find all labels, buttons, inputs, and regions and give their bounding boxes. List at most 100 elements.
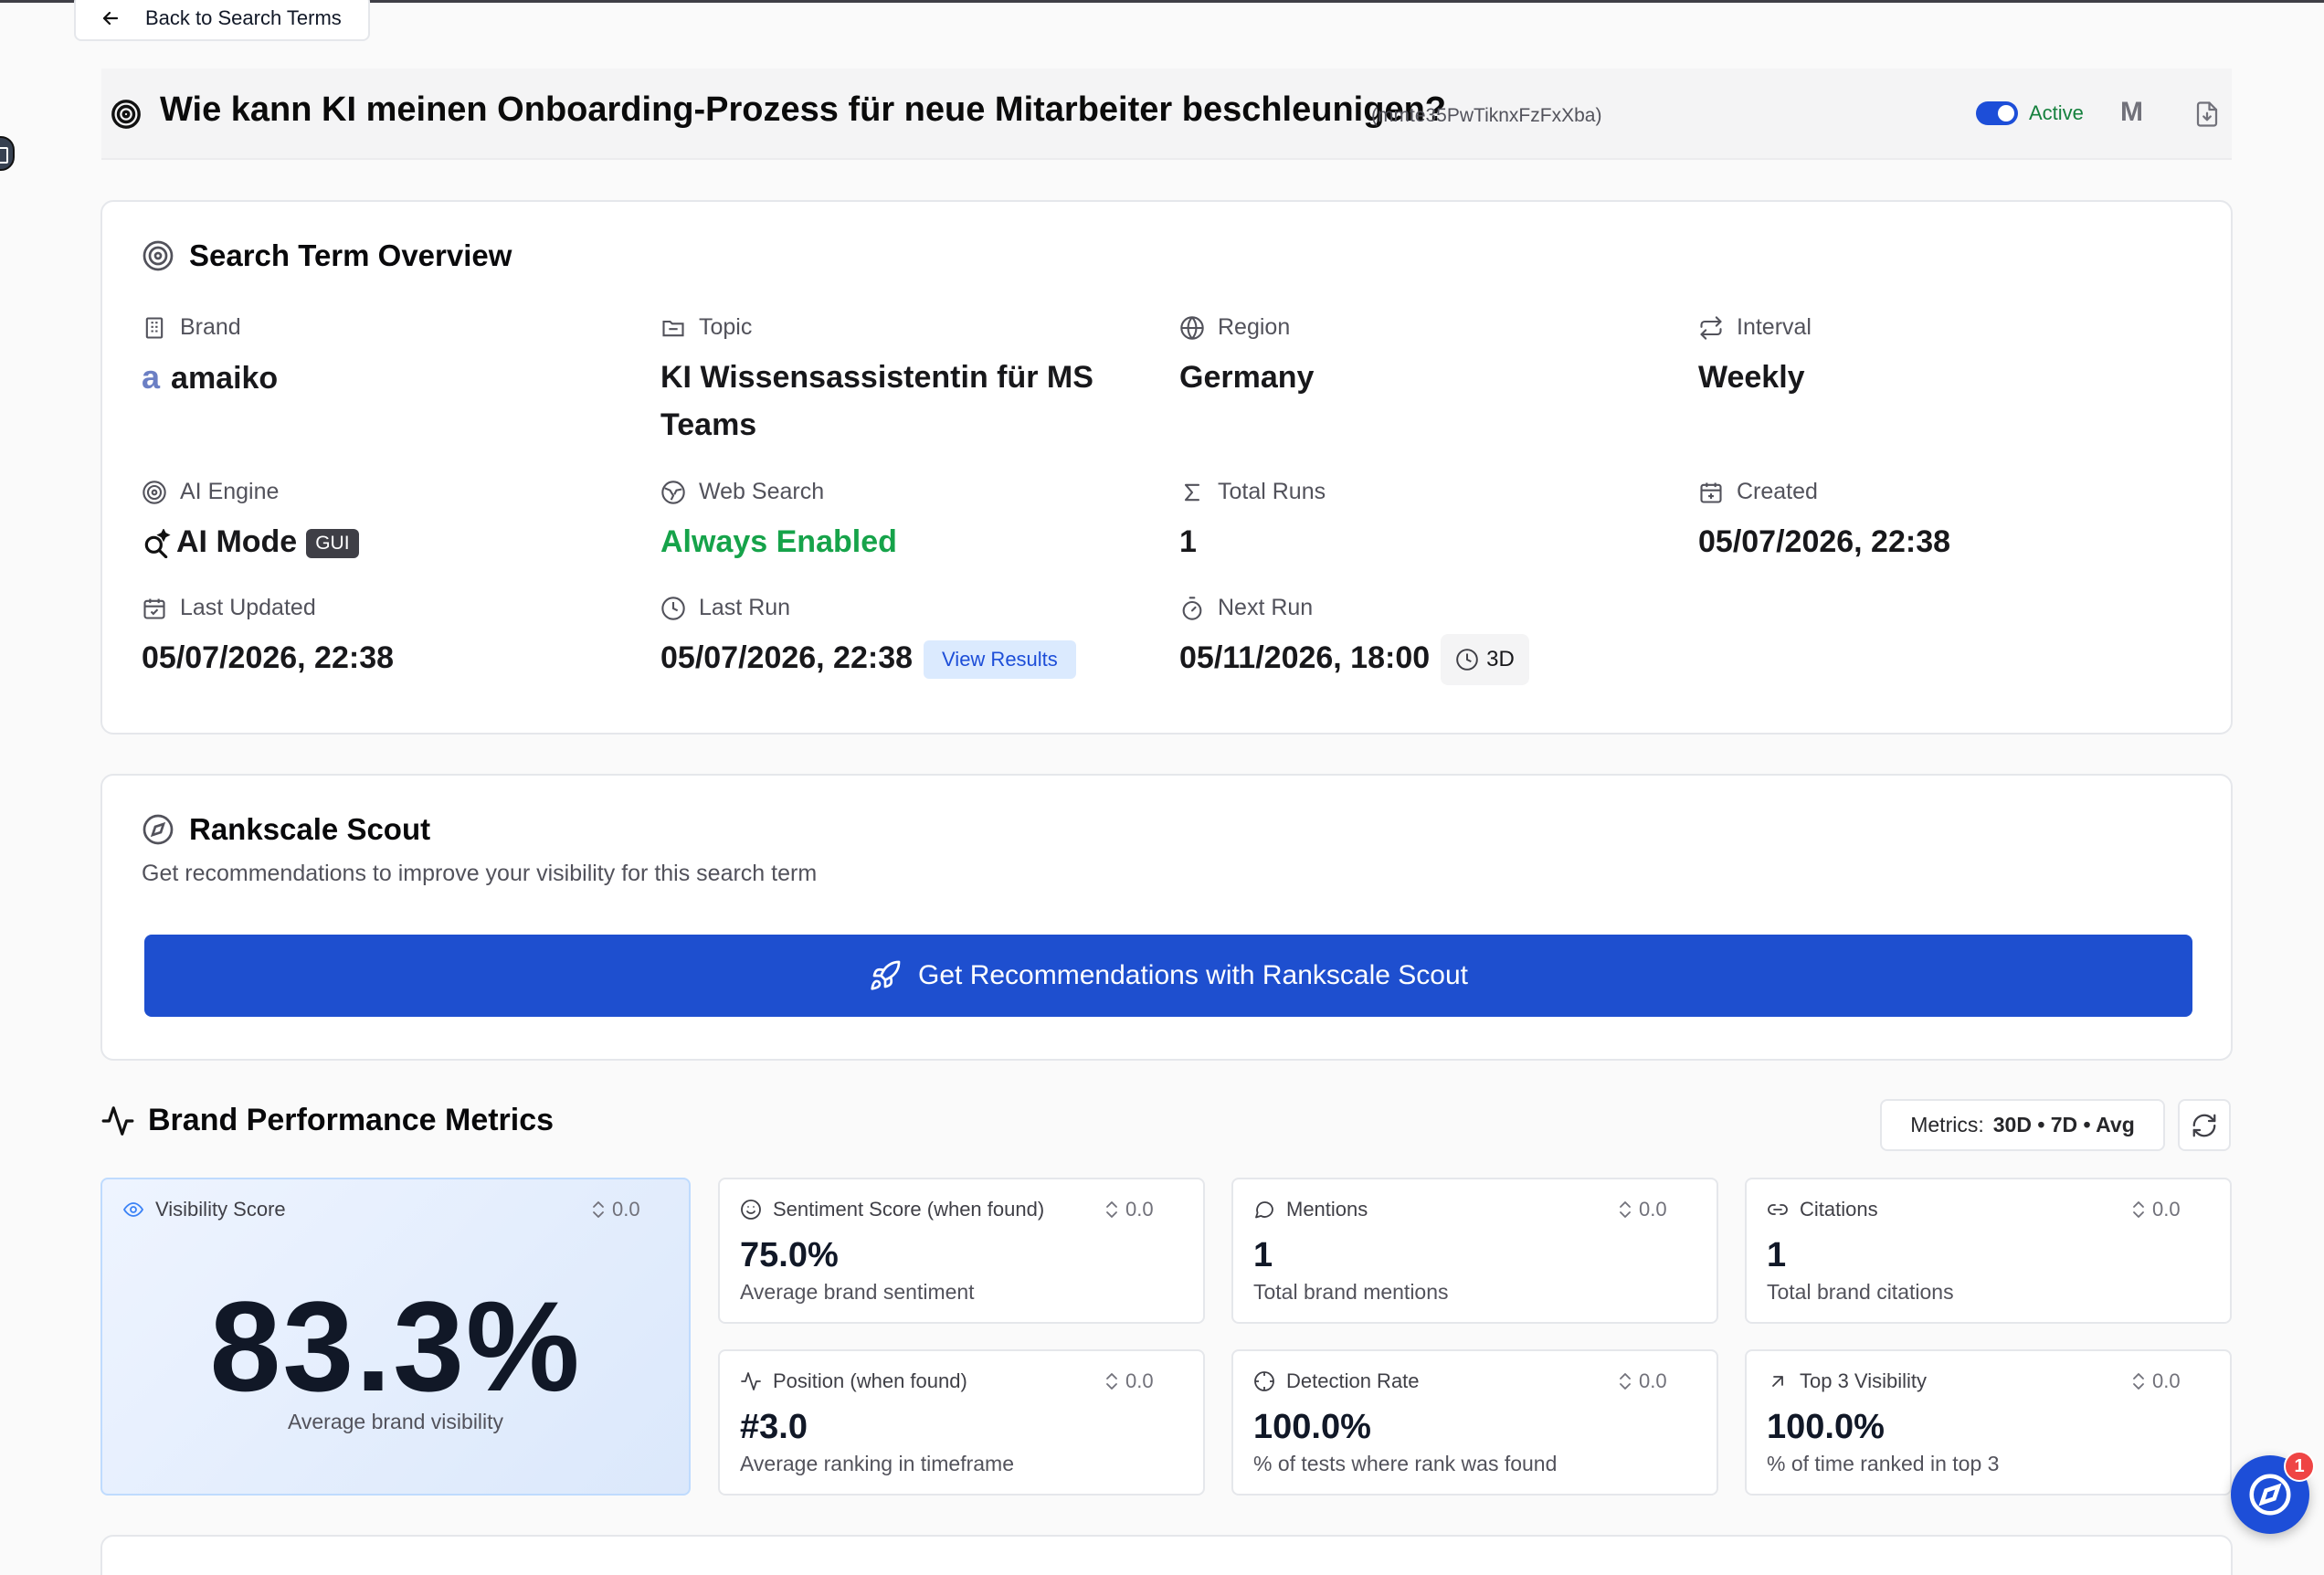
interval-label: Interval — [1737, 314, 1812, 340]
metrics-timeframe-value: 30D • 7D • Avg — [1992, 1113, 2135, 1136]
total-runs-label: Total Runs — [1218, 479, 1326, 504]
mentions-delta: 0.0 — [1639, 1198, 1667, 1221]
eye-icon — [122, 1202, 144, 1217]
web-search-value: Always Enabled — [660, 524, 897, 559]
scout-subtitle: Get recommendations to improve your visi… — [142, 861, 818, 886]
refresh-button[interactable] — [2178, 1099, 2231, 1151]
smile-icon — [741, 1200, 761, 1220]
chevrons-up-down-icon — [2133, 1201, 2144, 1218]
last-run-label: Last Run — [699, 595, 791, 620]
user-initial[interactable]: M — [2120, 97, 2143, 127]
refresh-icon — [2192, 1114, 2216, 1136]
last-run-value: 05/07/2026, 22:38 — [660, 640, 914, 675]
visibility-score-delta: 0.0 — [590, 1198, 640, 1221]
last-run-field: Last Run 05/07/2026, 22:38 View Results — [660, 595, 1076, 682]
get-recommendations-label: Get Recommendations with Rankscale Scout — [918, 960, 1468, 990]
get-recommendations-button[interactable]: Get Recommendations with Rankscale Scout — [144, 935, 2192, 1017]
created-label: Created — [1737, 479, 1818, 504]
back-label: Back to Search Terms — [145, 5, 342, 29]
clock-icon — [661, 596, 685, 620]
file-download-icon[interactable] — [2193, 100, 2221, 129]
view-results-button[interactable]: View Results — [924, 640, 1076, 680]
chevrons-up-down-icon — [1106, 1373, 1117, 1390]
top-3-visibility-card: Top 3 Visibility 0.0 100.0% % of time ra… — [1745, 1349, 2232, 1496]
last-updated-value: 05/07/2026, 22:38 — [142, 640, 395, 675]
top-3-visibility-subtitle: % of time ranked in top 3 — [1767, 1452, 2000, 1475]
active-status-label: Active — [2029, 101, 2084, 124]
link-icon — [1768, 1204, 1788, 1215]
chevrons-up-down-icon — [1620, 1373, 1631, 1390]
folder-icon — [662, 320, 684, 336]
metrics-timeframe-selector[interactable]: Metrics: 30D • 7D • Avg — [1880, 1099, 2165, 1151]
brand-performance-title-text: Brand Performance Metrics — [148, 1103, 555, 1137]
position-subtitle: Average ranking in timeframe — [740, 1452, 1014, 1475]
target-icon — [111, 100, 141, 129]
visibility-score-card: Visibility Score 0.0 83.3% Average brand… — [100, 1178, 691, 1496]
sidebar-toggle-handle[interactable] — [0, 136, 15, 171]
region-value: Germany — [1179, 360, 1315, 395]
ai-engine-label: AI Engine — [180, 479, 280, 504]
detection-rate-label: Detection Rate — [1286, 1369, 1420, 1392]
sentiment-score-card: Sentiment Score (when found) 0.0 75.0% A… — [718, 1178, 1205, 1324]
region-field: Region Germany — [1179, 314, 1314, 401]
position-delta: 0.0 — [1125, 1369, 1154, 1392]
position-card: Position (when found) 0.0 #3.0 Average r… — [718, 1349, 1205, 1496]
region-label: Region — [1218, 314, 1291, 340]
web-search-field: Web Search Always Enabled — [660, 479, 897, 566]
web-search-label: Web Search — [699, 479, 825, 504]
search-term-id: (mmte35PwTiknxFzFxXba) — [1371, 105, 1602, 126]
next-run-countdown-badge: 3D — [1441, 634, 1529, 686]
topic-value-line1: KI Wissensassistentin für MS — [660, 360, 1093, 395]
topic-value-line2: Teams — [660, 407, 757, 442]
citations-label: Citations — [1800, 1198, 1878, 1221]
topic-field: Topic KI Wissensassistentin für MS Teams — [660, 314, 1093, 449]
chevrons-up-down-icon — [1620, 1201, 1631, 1218]
globe-icon — [1180, 315, 1204, 340]
next-run-value: 05/11/2026, 18:00 — [1179, 640, 1431, 675]
next-run-field: Next Run 05/11/2026, 18:00 3D — [1179, 595, 1529, 686]
sigma-icon — [1184, 483, 1200, 501]
arrow-left-icon — [102, 11, 119, 25]
top-3-visibility-delta: 0.0 — [2152, 1369, 2181, 1392]
activity-icon — [741, 1372, 761, 1390]
mentions-subtitle: Total brand mentions — [1253, 1280, 1449, 1304]
calendar-check-icon — [143, 598, 165, 619]
visibility-score-value: 83.3% — [209, 1274, 582, 1418]
position-value: #3.0 — [740, 1408, 808, 1446]
calendar-plus-icon — [1700, 482, 1722, 503]
countdown-text: 3D — [1486, 647, 1515, 672]
sentiment-score-delta: 0.0 — [1125, 1198, 1154, 1221]
sentiment-score-label: Sentiment Score (when found) — [773, 1198, 1045, 1221]
visibility-score-label: Visibility Score — [155, 1198, 286, 1221]
citations-card: Citations 0.0 1 Total brand citations — [1745, 1178, 2232, 1324]
arrow-up-right-icon — [1772, 1376, 1783, 1387]
citations-value: 1 — [1767, 1236, 1787, 1274]
page-title: Wie kann KI meinen Onboarding-Prozess fü… — [160, 90, 1447, 129]
visibility-score-delta-value: 0.0 — [612, 1198, 640, 1221]
top-border — [0, 0, 2324, 3]
ai-engine-field: AI Engine AI Mode GUI — [142, 479, 359, 566]
total-runs-value: 1 — [1179, 524, 1197, 559]
position-label: Position (when found) — [773, 1369, 967, 1392]
rankscale-scout-card: Rankscale Scout Get recommendations to i… — [100, 774, 2233, 1061]
compass-icon — [143, 814, 174, 845]
brand-label: Brand — [180, 314, 241, 340]
gui-badge: GUI — [306, 529, 359, 559]
sentiment-score-value: 75.0% — [740, 1236, 839, 1274]
message-icon — [1255, 1201, 1273, 1219]
detection-rate-delta: 0.0 — [1639, 1369, 1667, 1392]
top-3-visibility-value: 100.0% — [1767, 1408, 1885, 1446]
top-3-visibility-label: Top 3 Visibility — [1800, 1369, 1927, 1392]
activity-icon — [101, 1105, 134, 1136]
chevrons-up-down-icon — [593, 1201, 604, 1218]
last-updated-label: Last Updated — [180, 595, 316, 620]
active-toggle[interactable] — [1976, 101, 2018, 125]
next-section-card — [100, 1535, 2233, 1575]
detection-rate-card: Detection Rate 0.0 100.0% % of tests whe… — [1231, 1349, 1718, 1496]
rocket-icon — [871, 960, 901, 990]
back-to-search-terms-button[interactable]: Back to Search Terms — [74, 0, 370, 41]
citations-delta: 0.0 — [2152, 1198, 2181, 1221]
overview-title: Search Term Overview — [142, 238, 512, 273]
metrics-prefix: Metrics: — [1910, 1113, 1984, 1136]
total-runs-field: Total Runs 1 — [1179, 479, 1326, 566]
